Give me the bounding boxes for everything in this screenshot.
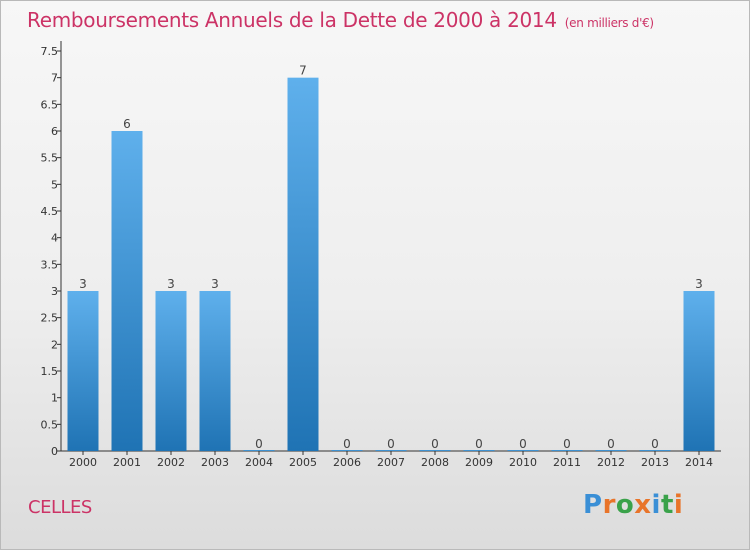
bar	[551, 450, 583, 451]
data-label: 0	[343, 437, 351, 451]
x-tick-label: 2002	[157, 456, 185, 469]
logo-letter: x	[634, 490, 652, 520]
y-tick-label: 4	[51, 232, 58, 245]
data-label: 3	[79, 277, 87, 291]
bar	[639, 450, 671, 451]
x-tick-label: 2010	[509, 456, 537, 469]
data-label: 7	[299, 64, 307, 78]
data-label: 0	[431, 437, 439, 451]
bar	[419, 450, 451, 451]
chart-title: Remboursements Annuels de la Dette de 20…	[27, 8, 654, 32]
bar	[507, 450, 539, 451]
x-tick-label: 2007	[377, 456, 405, 469]
data-label: 0	[651, 437, 659, 451]
y-tick-label: 4.5	[41, 205, 59, 218]
y-tick-label: 6.5	[41, 98, 59, 111]
x-tick-label: 2011	[553, 456, 581, 469]
data-label: 3	[211, 277, 219, 291]
y-tick-label: 7.5	[41, 45, 59, 58]
bar	[155, 291, 187, 451]
x-tick-label: 2012	[597, 456, 625, 469]
logo-letter: P	[583, 490, 603, 520]
y-tick-label: 6	[51, 125, 58, 138]
y-tick-label: 5.5	[41, 152, 59, 165]
proxiti-logo: Proxiti	[583, 490, 683, 520]
commune-name: CELLES	[28, 497, 92, 518]
logo-letter: o	[615, 490, 635, 520]
y-tick-label: 1.5	[41, 365, 59, 378]
data-label: 0	[387, 437, 395, 451]
bar	[683, 291, 715, 451]
data-label: 0	[607, 437, 615, 451]
x-tick-label: 2004	[245, 456, 273, 469]
data-label: 3	[167, 277, 175, 291]
x-tick-label: 2008	[421, 456, 449, 469]
title-text: Remboursements Annuels de la Dette de 20…	[27, 8, 557, 32]
y-tick-label: 1	[51, 392, 58, 405]
data-label: 0	[255, 437, 263, 451]
bar	[595, 450, 627, 451]
x-tick-label: 2005	[289, 456, 317, 469]
data-labels: 3 6 3 3 0 7 0 0 0 0 0 0 0 0 3	[79, 64, 703, 451]
title-unit: (en milliers d'€)	[564, 16, 654, 30]
y-tick-label: 2.5	[41, 312, 59, 325]
x-tick-label: 2001	[113, 456, 141, 469]
data-label: 0	[519, 437, 527, 451]
y-tick-label: 3	[51, 285, 58, 298]
y-tick-label: 5	[51, 178, 58, 191]
y-tick-label: 0.5	[41, 418, 59, 431]
x-tick-label: 2003	[201, 456, 229, 469]
bar	[243, 450, 275, 451]
y-tick-label: 0	[51, 445, 58, 458]
bar	[463, 450, 495, 451]
bar	[199, 291, 231, 451]
data-label: 0	[475, 437, 483, 451]
x-tick-label: 2006	[333, 456, 361, 469]
logo-letter: i	[651, 490, 661, 520]
x-tick-label: 2009	[465, 456, 493, 469]
y-tick-label: 3.5	[41, 258, 59, 271]
data-label: 6	[123, 117, 131, 131]
x-tick-label: 2000	[69, 456, 97, 469]
logo-letter: i	[673, 490, 684, 520]
logo-letter: t	[660, 490, 674, 520]
bar	[67, 291, 99, 451]
bar	[287, 77, 319, 452]
logo-letter: r	[602, 490, 616, 520]
data-label: 3	[695, 277, 703, 291]
x-tick-label: 2014	[685, 456, 713, 469]
bar	[375, 450, 407, 451]
y-tick-label: 7	[51, 72, 58, 85]
bar	[331, 450, 363, 451]
y-tick-labels: 0 0.5 1 1.5 2 2.5 3 3.5 4 4.5 5 5.5 6 6.5 7 7.5	[41, 45, 59, 458]
y-tick-label: 2	[51, 338, 58, 351]
bar	[111, 131, 143, 451]
x-tick-labels: 2000 2001 2002 2003 2004 2005 2006 2007 2008 2009…	[69, 456, 713, 469]
data-label: 0	[563, 437, 571, 451]
bars	[67, 77, 715, 452]
x-tick-label: 2013	[641, 456, 669, 469]
